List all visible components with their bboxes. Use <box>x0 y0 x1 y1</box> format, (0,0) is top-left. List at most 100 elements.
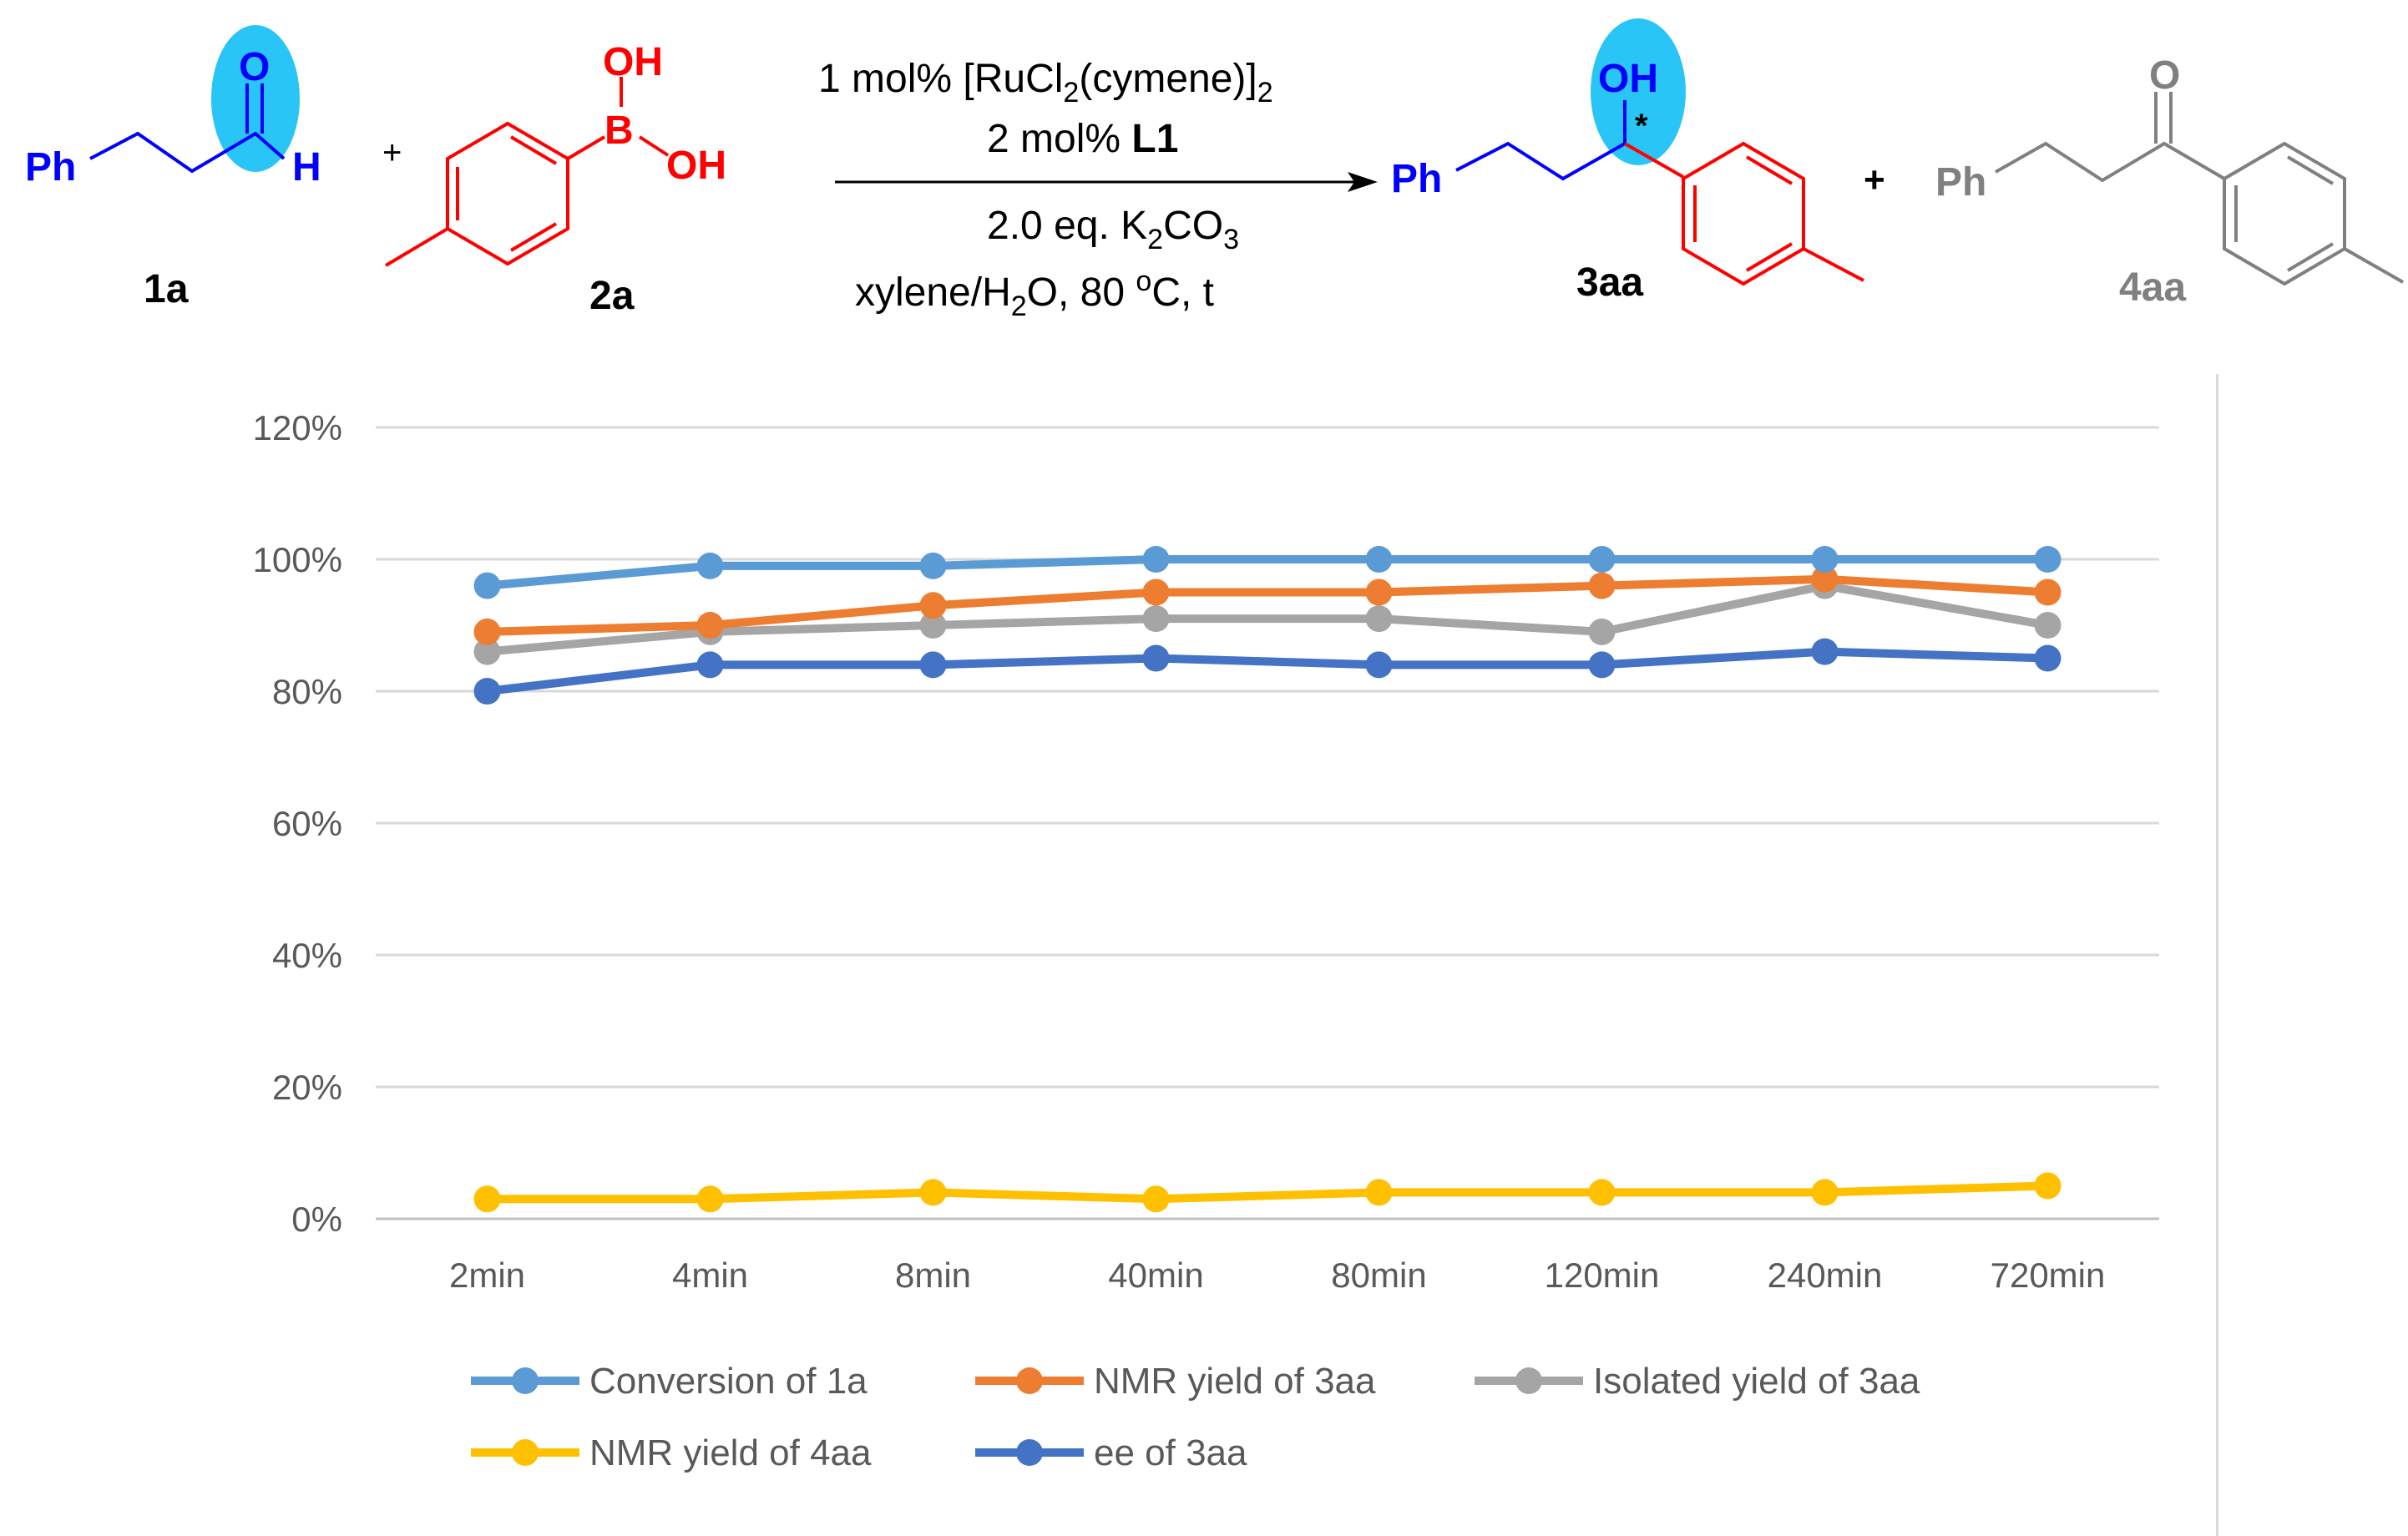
series-nmr-yield-of-3aa <box>473 565 2061 645</box>
x-tick-label: 80min <box>1331 1256 1426 1295</box>
data-point-ee-of-3aa <box>1365 651 1393 679</box>
data-point-nmr-yield-of-4aa <box>1365 1179 1393 1206</box>
2a-boron-label: B <box>605 109 634 153</box>
data-point-ee-of-3aa <box>1142 644 1170 672</box>
data-point-nmr-yield-of-3aa <box>919 592 947 619</box>
legend-item-ee-of-3aa: ee of 3aa <box>975 1432 1247 1473</box>
3aa-oh-label: OH <box>1598 57 1658 101</box>
legend-item-nmr-yield-of-4aa: NMR yield of 4aa <box>471 1432 872 1473</box>
2a-oh-right-label: OH <box>666 144 726 188</box>
data-point-conversion-of-1a <box>2034 546 2061 573</box>
data-point-nmr-yield-of-3aa <box>2034 579 2061 606</box>
series-line-nmr-yield-of-4aa <box>483 1181 2052 1204</box>
data-series <box>473 546 2061 1213</box>
data-point-conversion-of-1a <box>1365 546 1393 573</box>
reactant-2a: B OH OH 2a <box>384 40 726 318</box>
x-tick-label: 40min <box>1108 1256 1203 1295</box>
4aa-o-label: O <box>2149 53 2180 98</box>
3aa-chain <box>1455 141 1626 181</box>
legend-label: ee of 3aa <box>1094 1432 1247 1473</box>
legend-label: NMR yield of 4aa <box>589 1432 872 1473</box>
gridlines <box>376 426 2159 1220</box>
data-point-ee-of-3aa <box>919 651 947 679</box>
4aa-ph-label: Ph <box>1935 160 1986 205</box>
data-point-isolated-yield-of-3aa <box>1142 605 1170 633</box>
y-axis-tick-labels: 0% 20% 40% 60% 80% 100% 120% <box>253 408 342 1239</box>
data-point-conversion-of-1a <box>1588 546 1616 573</box>
data-point-nmr-yield-of-4aa <box>473 1185 501 1213</box>
aldehyde-highlight <box>211 25 300 172</box>
legend-label: NMR yield of 3aa <box>1094 1361 1376 1402</box>
series-line-ee-of-3aa <box>483 647 2052 695</box>
data-point-ee-of-3aa <box>696 651 724 679</box>
data-point-isolated-yield-of-3aa <box>1588 618 1616 645</box>
data-point-isolated-yield-of-3aa <box>473 638 501 665</box>
y-tick-label: 100% <box>253 540 342 579</box>
1a-o-label: O <box>239 45 270 89</box>
legend-item-conversion-of-1a: Conversion of 1a <box>471 1361 868 1402</box>
data-point-nmr-yield-of-3aa <box>696 612 724 639</box>
2a-ring <box>446 121 569 266</box>
data-point-nmr-yield-of-4aa <box>2034 1172 2061 1200</box>
data-point-nmr-yield-of-4aa <box>919 1179 947 1206</box>
data-point-isolated-yield-of-3aa <box>2034 612 2061 639</box>
reaction-conditions: 1 mol% [RuCl2(cymene)]2 2 mol% L1 2.0 eq… <box>818 57 1378 322</box>
data-point-ee-of-3aa <box>1588 651 1616 679</box>
alcohol-highlight <box>1591 18 1686 165</box>
3aa-ring <box>1682 141 1805 286</box>
2a-compound-label: 2a <box>589 274 635 318</box>
1a-chain <box>89 131 286 174</box>
product-3aa: Ph OH * 3aa <box>1391 18 1864 305</box>
legend-swatch-marker <box>1515 1367 1542 1394</box>
data-point-isolated-yield-of-3aa <box>919 612 947 639</box>
series-ee-of-3aa <box>473 638 2061 705</box>
legend: Conversion of 1a NMR yield of 3aa Isolated… <box>471 1361 1920 1473</box>
4aa-ring <box>2223 141 2346 286</box>
legend-item-isolated-yield-of-3aa: Isolated yield of 3aa <box>1475 1361 1920 1402</box>
y-tick-label: 40% <box>272 936 342 975</box>
reaction-arrowhead <box>1348 172 1378 192</box>
data-point-conversion-of-1a <box>919 552 947 579</box>
x-tick-label: 720min <box>1991 1256 2106 1295</box>
base-line: 2.0 eq. K2CO3 <box>987 204 1239 255</box>
data-point-nmr-yield-of-4aa <box>696 1185 724 1213</box>
stereocenter-star: * <box>1635 108 1648 144</box>
data-point-ee-of-3aa <box>473 678 501 705</box>
legend-swatch-marker <box>1016 1439 1043 1466</box>
data-point-nmr-yield-of-4aa <box>1588 1179 1616 1206</box>
catalyst-line: 1 mol% [RuCl2(cymene)]2 <box>818 57 1273 109</box>
y-tick-label: 60% <box>272 804 342 843</box>
data-point-nmr-yield-of-3aa <box>1365 579 1393 606</box>
series-conversion-of-1a <box>473 546 2061 599</box>
1a-compound-label: 1a <box>144 267 189 311</box>
data-point-nmr-yield-of-3aa <box>473 618 501 645</box>
data-point-ee-of-3aa <box>2034 644 2061 672</box>
side-product-4aa: Ph O 4aa <box>1935 53 2404 310</box>
x-tick-label: 240min <box>1768 1256 1883 1295</box>
data-point-conversion-of-1a <box>473 572 501 599</box>
data-point-conversion-of-1a <box>1811 546 1839 573</box>
legend-swatch-marker <box>512 1439 539 1466</box>
x-tick-label: 2min <box>449 1256 525 1295</box>
x-tick-label: 4min <box>672 1256 748 1295</box>
legend-swatch-marker <box>512 1367 539 1394</box>
data-point-ee-of-3aa <box>1811 638 1839 665</box>
series-line-nmr-yield-of-3aa <box>483 574 2052 636</box>
data-point-nmr-yield-of-4aa <box>1142 1185 1170 1213</box>
2a-oh-top-label: OH <box>603 40 663 84</box>
data-point-nmr-yield-of-3aa <box>1811 565 1839 593</box>
series-line-conversion-of-1a <box>483 555 2052 590</box>
ligand-line: 2 mol% L1 <box>987 117 1178 161</box>
series-line-isolated-yield-of-3aa <box>483 581 2052 656</box>
y-tick-label: 0% <box>291 1200 342 1239</box>
y-tick-label: 120% <box>253 408 342 447</box>
x-tick-label: 120min <box>1545 1256 1660 1295</box>
y-tick-label: 20% <box>272 1068 342 1107</box>
legend-label: Isolated yield of 3aa <box>1593 1361 1920 1402</box>
y-tick-label: 80% <box>272 672 342 711</box>
data-point-conversion-of-1a <box>696 552 724 579</box>
plus-sign-2: + <box>1864 159 1885 200</box>
reactant-1a: Ph O H 1a <box>25 25 321 311</box>
x-tick-label: 8min <box>895 1256 971 1295</box>
x-axis-tick-labels: 2min 4min 8min 40min 80min 120min 240min 720min <box>449 1256 2105 1295</box>
